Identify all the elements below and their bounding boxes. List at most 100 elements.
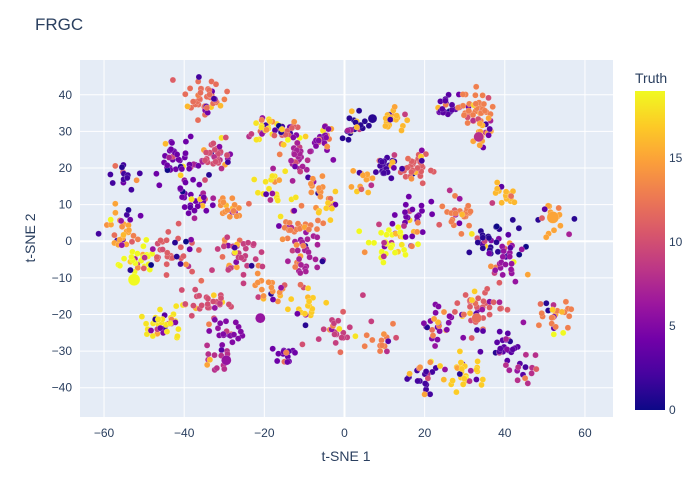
data-point bbox=[543, 300, 550, 307]
data-point bbox=[557, 222, 564, 229]
data-point bbox=[112, 209, 119, 217]
data-point bbox=[466, 303, 474, 310]
data-point bbox=[313, 234, 321, 241]
data-point bbox=[472, 83, 480, 91]
data-point bbox=[142, 320, 150, 327]
data-point bbox=[159, 246, 166, 253]
data-point bbox=[322, 299, 330, 306]
data-point bbox=[182, 300, 189, 308]
data-point bbox=[313, 264, 321, 271]
data-point bbox=[476, 120, 484, 127]
data-point bbox=[567, 305, 575, 313]
data-point bbox=[430, 315, 438, 323]
data-point bbox=[429, 332, 437, 339]
data-point bbox=[230, 207, 237, 215]
data-point bbox=[232, 319, 240, 326]
data-point bbox=[445, 319, 452, 326]
data-point bbox=[514, 363, 522, 371]
data-point bbox=[485, 250, 493, 257]
data-point bbox=[477, 348, 484, 355]
data-point bbox=[212, 81, 220, 88]
data-point bbox=[391, 211, 399, 219]
data-point bbox=[180, 252, 187, 260]
data-point bbox=[466, 249, 473, 256]
x-axis-label: t-SNE 1 bbox=[321, 448, 370, 464]
data-point bbox=[196, 181, 203, 188]
data-point bbox=[509, 346, 517, 353]
data-point bbox=[211, 316, 219, 324]
data-point bbox=[154, 316, 162, 323]
data-point bbox=[313, 225, 321, 233]
x-tick-label: 40 bbox=[498, 426, 512, 440]
data-point bbox=[376, 347, 384, 355]
data-point bbox=[391, 249, 399, 256]
y-tick-label: 0 bbox=[65, 234, 72, 248]
data-point bbox=[467, 208, 474, 215]
data-point bbox=[209, 201, 217, 209]
data-point bbox=[443, 326, 451, 334]
data-point bbox=[479, 245, 487, 252]
colorbar-gradient bbox=[635, 91, 665, 410]
data-point bbox=[537, 300, 544, 308]
data-point bbox=[459, 91, 467, 98]
data-point bbox=[229, 338, 236, 346]
data-point bbox=[361, 118, 369, 125]
data-point bbox=[216, 300, 224, 307]
data-point bbox=[185, 165, 193, 172]
data-point bbox=[408, 233, 416, 240]
data-point bbox=[503, 346, 511, 353]
data-point bbox=[446, 312, 453, 320]
data-point bbox=[143, 330, 151, 338]
data-point bbox=[346, 115, 353, 122]
chart-title: FRGC bbox=[35, 15, 83, 34]
data-point bbox=[189, 176, 197, 183]
data-point bbox=[372, 168, 380, 176]
data-point bbox=[134, 264, 142, 272]
data-point bbox=[480, 100, 488, 108]
data-point bbox=[203, 361, 211, 369]
data-point bbox=[359, 291, 367, 299]
data-point bbox=[428, 326, 436, 334]
data-point bbox=[231, 201, 238, 209]
data-point bbox=[478, 306, 486, 313]
data-point bbox=[248, 130, 255, 138]
data-point bbox=[149, 245, 157, 253]
data-point bbox=[262, 178, 269, 186]
data-point bbox=[283, 349, 290, 356]
data-point bbox=[305, 298, 313, 305]
data-point bbox=[348, 183, 355, 191]
data-point bbox=[275, 176, 283, 184]
data-point bbox=[172, 302, 180, 310]
data-point bbox=[307, 180, 315, 187]
data-point bbox=[364, 189, 372, 196]
data-point bbox=[460, 311, 468, 318]
data-point bbox=[380, 239, 388, 247]
data-point bbox=[300, 242, 307, 250]
data-point bbox=[436, 362, 444, 370]
data-point bbox=[269, 345, 276, 352]
data-point bbox=[163, 271, 170, 279]
data-point bbox=[141, 254, 148, 261]
data-point bbox=[186, 246, 193, 253]
data-point bbox=[273, 357, 281, 365]
data-point bbox=[404, 155, 412, 162]
data-point bbox=[223, 151, 231, 159]
data-point bbox=[282, 131, 289, 139]
data-point bbox=[418, 157, 426, 165]
data-point bbox=[164, 249, 171, 257]
data-point bbox=[408, 168, 415, 176]
data-point bbox=[198, 302, 205, 309]
data-point bbox=[502, 361, 510, 369]
data-point bbox=[205, 350, 212, 358]
data-point bbox=[468, 296, 476, 304]
data-point bbox=[420, 320, 428, 327]
data-point bbox=[137, 212, 144, 219]
data-point bbox=[461, 375, 468, 382]
data-point bbox=[319, 258, 326, 265]
data-point bbox=[126, 216, 134, 223]
data-point bbox=[271, 132, 278, 139]
data-point bbox=[240, 271, 247, 279]
data-point bbox=[408, 175, 415, 183]
data-point bbox=[405, 193, 413, 200]
data-point bbox=[220, 330, 227, 338]
